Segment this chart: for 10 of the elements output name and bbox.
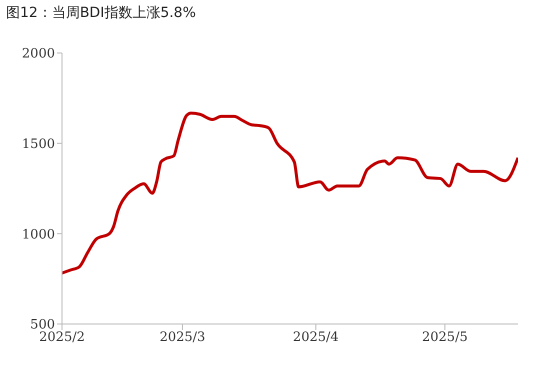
x-tick-label: 2025/4 — [292, 330, 339, 346]
y-tick-label: 1000 — [22, 227, 55, 242]
y-tick-label: 2000 — [22, 46, 55, 62]
x-tick-label: 2025/3 — [160, 330, 206, 346]
x-tick-label: 2025/2 — [39, 330, 85, 346]
y-tick-label: 1500 — [22, 136, 55, 152]
y-tick-label: 500 — [30, 318, 55, 333]
line-series — [62, 112, 518, 275]
x-tick-label: 2025/5 — [422, 330, 468, 346]
chart-title: 图12：当周BDI指数上涨5.8% — [6, 4, 196, 22]
